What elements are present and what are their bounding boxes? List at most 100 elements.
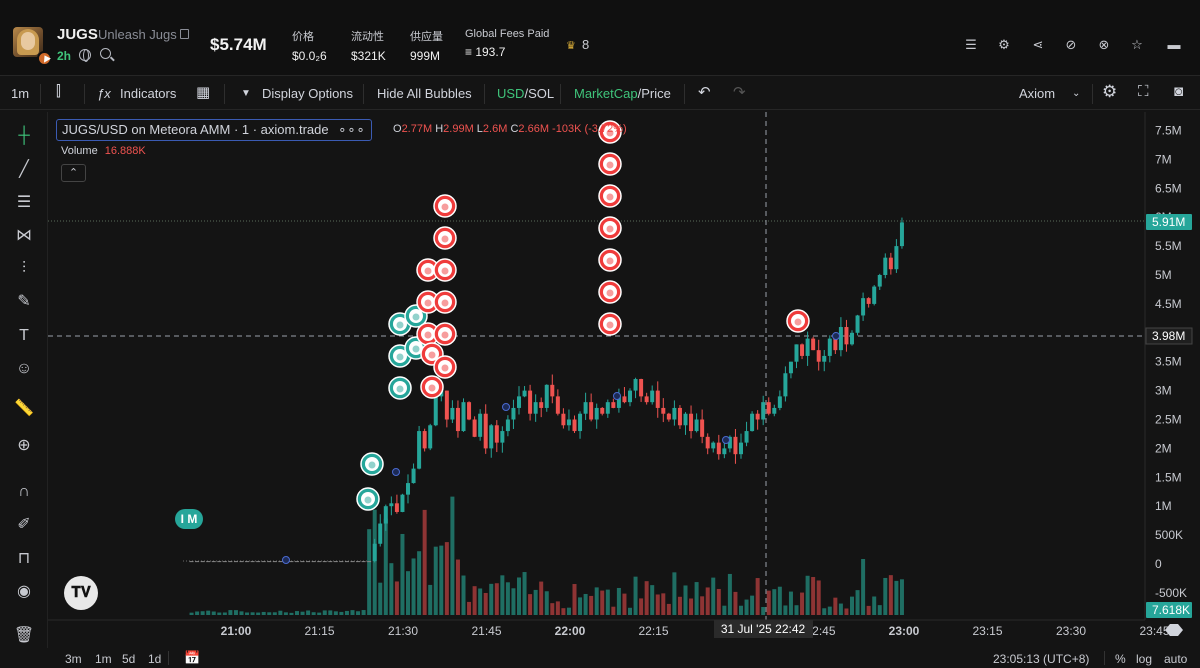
source-select[interactable]: Axiom (1019, 86, 1056, 101)
list-icon[interactable]: ☰ (965, 37, 977, 52)
candle-body (333, 561, 338, 563)
fib-icon[interactable]: ☰ (16, 194, 32, 211)
lock-drawing-icon[interactable]: ✐ (17, 516, 31, 533)
star-icon[interactable]: ☆ (1131, 37, 1143, 52)
fullscreen-icon[interactable]: ⛶ (1138, 83, 1149, 100)
order-marker (502, 403, 510, 411)
visibility-icon[interactable]: ◉ (17, 583, 31, 600)
bubble-ring (416, 322, 440, 346)
indicators-button[interactable]: Indicators (120, 86, 177, 101)
bubble-avatar (438, 263, 452, 277)
range-5d[interactable]: 5d (122, 652, 136, 666)
globe-icon[interactable] (79, 49, 91, 62)
volume-bar (356, 611, 361, 615)
bubble-ring (433, 226, 457, 250)
price-option[interactable]: Price (641, 86, 671, 101)
brush-icon[interactable]: ✎ (17, 293, 31, 310)
candle-body (722, 448, 727, 455)
candle-body (594, 407, 599, 420)
candle-body (267, 561, 272, 563)
settings-icon[interactable]: ⚙ (998, 37, 1010, 52)
range-1m[interactable]: 1m (95, 652, 112, 666)
candle-body (361, 561, 366, 563)
templates-icon[interactable]: ▦ (196, 84, 211, 101)
trash-icon[interactable]: 🗑 (13, 627, 35, 644)
currency-toggle[interactable]: USD/SOL (497, 86, 555, 101)
indicators-icon[interactable]: ƒx (97, 86, 111, 101)
display-options-button[interactable]: Display Options (262, 86, 354, 101)
time-tick-label: 23:15 (972, 624, 1002, 638)
range-3m[interactable]: 3m (65, 652, 82, 666)
symbol-legend[interactable]: JUGS/USD on Meteora AMM · 1 · axiom.trad… (56, 119, 372, 141)
magnet-icon[interactable]: ∩ (18, 483, 30, 500)
price-tick-label: 4.5M (1155, 297, 1182, 311)
volume-bar (367, 529, 372, 615)
chart-settings-icon[interactable]: ⚙ (1102, 82, 1118, 101)
layout-icon[interactable]: ▬ (1167, 37, 1181, 52)
token-avatar[interactable] (13, 27, 43, 57)
volume-bar (344, 610, 349, 615)
candle-body (838, 327, 843, 351)
metric-toggle[interactable]: MarketCap/Price (574, 86, 671, 101)
crosshair-icon[interactable]: ┼ (18, 127, 30, 144)
percent-toggle[interactable]: % (1115, 652, 1126, 666)
sell-bubble (433, 194, 457, 218)
volume-bar (200, 611, 205, 615)
more-icon[interactable]: ∘∘∘ (338, 122, 366, 137)
volume-bar (650, 585, 655, 615)
eye-off-icon[interactable]: ⊘ (1065, 37, 1077, 52)
copy-icon[interactable] (180, 29, 189, 39)
search-icon[interactable] (100, 48, 111, 59)
hide-icon[interactable]: ⊗ (1098, 37, 1110, 52)
chevron-down-icon[interactable]: ▼ (241, 88, 251, 99)
candle-body (311, 561, 316, 563)
lock-icon[interactable]: ⊓ (17, 550, 31, 567)
volume-bar (411, 558, 416, 615)
bubble-ring (404, 304, 428, 328)
candle-type-icon[interactable]: ⫿ (56, 83, 61, 100)
auto-toggle[interactable]: auto (1164, 652, 1188, 666)
ruler-icon[interactable]: 📏 (14, 400, 34, 417)
candle-body (344, 561, 349, 563)
range-1d[interactable]: 1d (148, 652, 162, 666)
chart-toolbar: 1m ⫿ ƒx Indicators ▦ ▼ Display Options H… (0, 77, 1200, 110)
bubble-ring (388, 344, 412, 368)
trendline-icon[interactable]: ╱ (19, 161, 29, 178)
log-toggle[interactable]: log (1136, 652, 1153, 666)
volume-bar (300, 611, 305, 615)
volume-bar (322, 610, 327, 615)
calendar-icon[interactable]: 📅 (184, 650, 201, 665)
hide-bubbles-button[interactable]: Hide All Bubbles (377, 86, 472, 101)
volume-value: 16.888K (104, 145, 146, 157)
forecast-icon[interactable]: ⫶ (21, 260, 26, 277)
sell-bubble (416, 322, 440, 346)
migration-marker[interactable]: I M (175, 509, 203, 529)
tradingview-logo-icon[interactable]: 𝐓𝐕 (64, 576, 98, 610)
volume-bar (594, 587, 599, 615)
interval-button[interactable]: 1m (11, 86, 30, 101)
marketcap-option[interactable]: MarketCap (574, 86, 638, 101)
bubble-avatar (438, 327, 452, 341)
candle-body (772, 407, 777, 414)
sell-bubble (598, 184, 622, 208)
candle-body (755, 413, 760, 420)
candle-body (500, 431, 505, 443)
redo-icon[interactable]: ↷ (733, 84, 746, 101)
chevron-down-icon[interactable]: ⌄ (1072, 88, 1081, 99)
text-icon[interactable]: T (19, 327, 29, 344)
collapse-legend-icon[interactable]: ⌃ (61, 164, 86, 182)
zoom-in-icon[interactable]: ⊕ (17, 437, 31, 454)
usd-option[interactable]: USD (497, 86, 525, 101)
volume-bar (739, 605, 743, 615)
pattern-icon[interactable]: ⋈ (16, 227, 32, 244)
sol-option[interactable]: SOL (528, 86, 555, 101)
volume-bar (750, 595, 755, 615)
undo-icon[interactable]: ↶ (698, 84, 711, 101)
candle-body (528, 390, 533, 414)
share-icon[interactable]: ⋖ (1032, 37, 1044, 52)
token-age: 2h (57, 49, 72, 63)
screenshot-icon[interactable]: ◙ (1174, 83, 1184, 100)
candle-body (195, 561, 200, 563)
emoji-icon[interactable]: ☺ (15, 360, 33, 377)
candle-body (439, 390, 444, 397)
